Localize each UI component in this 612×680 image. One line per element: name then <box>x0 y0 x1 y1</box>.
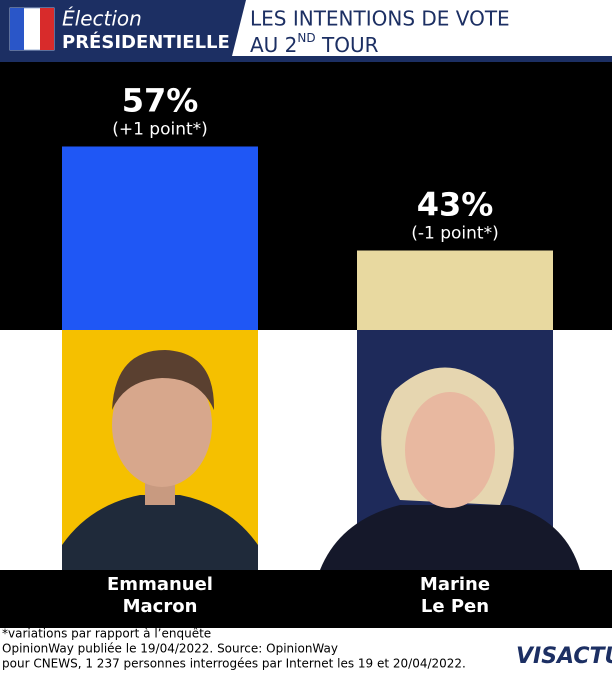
footnote-line: *variations par rapport à l’enquête <box>2 627 211 641</box>
change-label: (+1 point*) <box>112 119 208 139</box>
photo-macron <box>62 330 258 570</box>
logo: VISACTU <box>516 644 612 669</box>
title-part: AU 2 <box>250 33 297 57</box>
change-label: (-1 point*) <box>411 224 498 244</box>
badge-edge <box>232 0 246 56</box>
title-line2: AU 2ND TOUR <box>250 31 379 57</box>
header-stripe <box>0 56 612 62</box>
badge-top: Élection <box>62 7 142 31</box>
flag-blue <box>10 8 24 50</box>
silhouette-body <box>62 495 258 570</box>
value-label: 43% <box>417 186 494 224</box>
footnote-line: OpinionWay publiée le 19/04/2022. Source… <box>2 642 338 656</box>
candidate-name: Emmanuel Macron <box>107 574 213 617</box>
badge-bottom: PRÉSIDENTIELLE <box>62 31 230 53</box>
footnote: *variations par rapport à l’enquêteOpini… <box>2 627 466 671</box>
names-bg <box>0 570 612 628</box>
value-label: 57% <box>122 81 199 119</box>
photo-lepen <box>320 330 580 570</box>
silhouette-head <box>112 363 212 487</box>
silhouette-hair <box>112 350 215 410</box>
title-part: TOUR <box>316 33 379 57</box>
silhouette-head <box>405 392 495 508</box>
title-sup: ND <box>297 31 315 45</box>
silhouette-body <box>320 505 580 570</box>
candidate-name: Marine Le Pen <box>419 574 491 617</box>
footnote-line: pour CNEWS, 1 237 personnes interrogées … <box>2 657 466 671</box>
flag-red <box>40 8 54 50</box>
title-line1: LES INTENTIONS DE VOTE <box>250 7 510 31</box>
